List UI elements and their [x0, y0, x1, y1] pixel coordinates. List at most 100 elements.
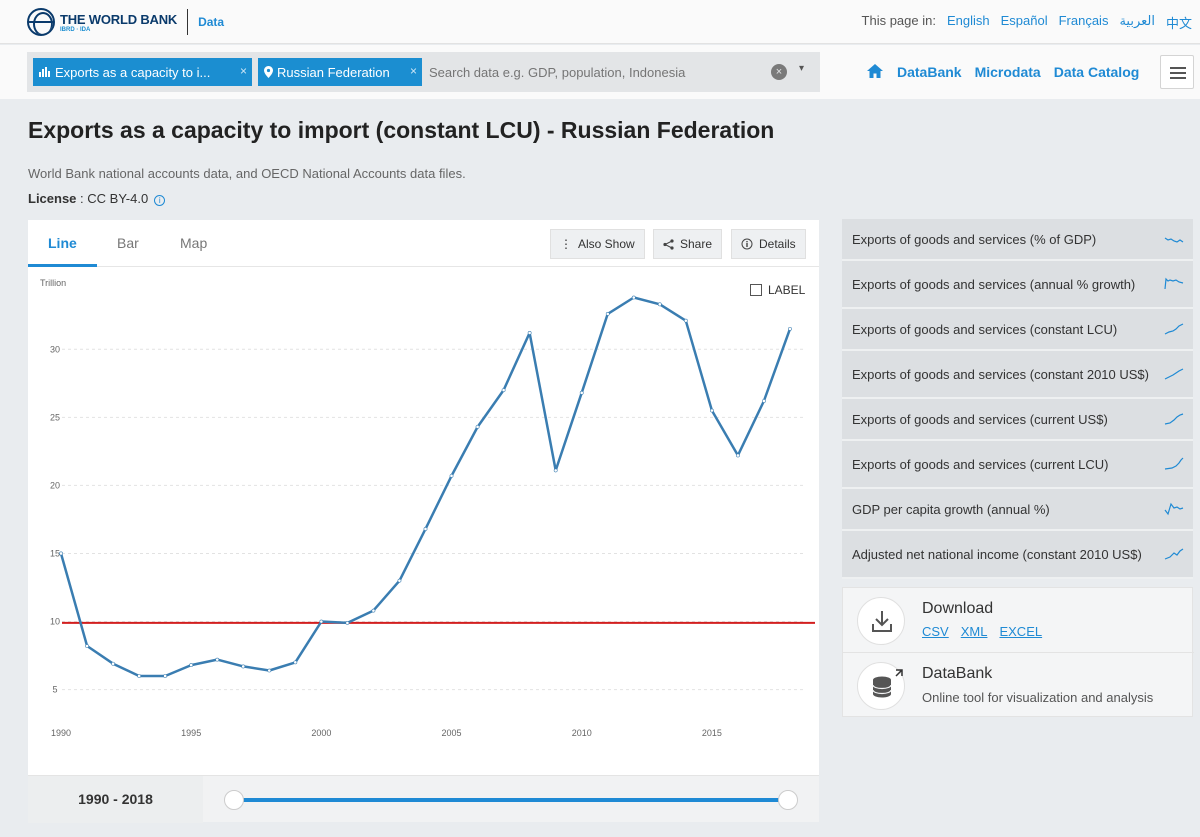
data-point [111, 661, 115, 666]
details-button[interactable]: Details [731, 229, 806, 259]
logo-title: THE WORLD BANK [60, 11, 178, 27]
tab-map[interactable]: Map [180, 235, 208, 251]
download-row: Download CSV XML EXCEL [843, 588, 1194, 652]
info-icon[interactable]: i [154, 195, 166, 206]
chevron-down-icon[interactable]: ▾ [799, 63, 805, 74]
data-point [345, 620, 350, 625]
country-chip[interactable]: Russian Federation × [258, 58, 422, 86]
download-icon[interactable] [857, 597, 905, 645]
remove-country-icon[interactable]: × [409, 64, 417, 78]
chart-panel: Line Bar Map ⋮ Also Show Share Details T… [28, 220, 819, 823]
lang-espanol[interactable]: Español [1000, 13, 1048, 28]
data-point [709, 408, 714, 413]
related-indicator-item[interactable]: Exports of goods and services (annual % … [842, 261, 1193, 309]
search-row: Exports as a capacity to i... × Russian … [0, 45, 1200, 99]
country-chip-label: Russian Federation [277, 64, 390, 80]
y-tick-label: 20 [50, 480, 60, 490]
range-start-handle[interactable] [224, 790, 244, 810]
page-title: Exports as a capacity to import (constan… [28, 117, 775, 143]
label-toggle[interactable]: LABEL [750, 283, 805, 297]
database-icon [857, 662, 905, 710]
related-indicator-item[interactable]: Exports of goods and services (% of GDP) [842, 219, 1193, 261]
share-button[interactable]: Share [653, 229, 723, 259]
related-indicator-item[interactable]: Exports of goods and services (current L… [842, 441, 1193, 489]
share-icon [663, 238, 674, 250]
nav-databank[interactable]: DataBank [897, 64, 962, 80]
license-value: : CC BY-4.0 [80, 191, 149, 206]
related-indicator-label: Exports of goods and services (current U… [852, 411, 1108, 427]
sparkline-icon [1164, 368, 1184, 380]
location-pin-icon [264, 66, 273, 78]
info-circle-icon [741, 238, 753, 250]
sparkline-icon [1164, 502, 1184, 516]
related-indicator-item[interactable]: Exports of goods and services (constant … [842, 309, 1193, 351]
also-show-label: Also Show [578, 237, 635, 251]
y-tick-label: 10 [50, 617, 60, 627]
databank-row[interactable]: DataBank Online tool for visualization a… [843, 653, 1194, 717]
related-indicator-item[interactable]: Exports of goods and services (current U… [842, 399, 1193, 441]
data-point [163, 674, 168, 678]
clear-search-icon[interactable]: × [771, 64, 787, 80]
home-icon[interactable] [866, 62, 884, 80]
data-point [579, 390, 584, 395]
globe-icon [27, 8, 55, 36]
nav-data-catalog[interactable]: Data Catalog [1053, 64, 1140, 80]
sparkline-icon [1164, 457, 1184, 470]
databank-title: DataBank [922, 665, 993, 682]
data-point [683, 318, 688, 323]
also-show-button[interactable]: ⋮ Also Show [550, 229, 645, 259]
divider [843, 652, 1194, 653]
line-chart-svg: Trillion 5 10 15 20 25 30 1990 1995 2000 2005 2010 2… [40, 278, 815, 738]
y-tick-label: 15 [50, 548, 60, 558]
range-end-handle[interactable] [778, 790, 798, 810]
data-point [319, 619, 324, 624]
bar-chart-icon [39, 67, 50, 77]
related-indicator-item[interactable]: Adjusted net national income (constant 2… [842, 531, 1193, 579]
indicator-chip[interactable]: Exports as a capacity to i... × [33, 58, 252, 86]
language-selector: This page in: English Español Français ا… [862, 13, 1192, 32]
search-box[interactable]: Exports as a capacity to i... × Russian … [27, 52, 820, 92]
active-tab-indicator [28, 264, 97, 267]
sparkline-icon [1164, 548, 1184, 560]
label-checkbox[interactable] [750, 284, 762, 296]
line-chart: Trillion 5 10 15 20 25 30 1990 1995 2000 2005 2010 2… [28, 268, 819, 773]
data-point [631, 295, 636, 300]
search-input[interactable] [429, 60, 729, 84]
download-xml-link[interactable]: XML [960, 624, 988, 639]
data-point [293, 660, 298, 665]
x-tick-label: 2005 [442, 728, 462, 738]
year-range-slider[interactable] [242, 798, 786, 802]
related-indicator-label: Exports of goods and services (% of GDP) [852, 231, 1097, 247]
x-tick-label: 2015 [702, 728, 722, 738]
tab-bar[interactable]: Bar [117, 235, 139, 251]
remove-indicator-icon[interactable]: × [239, 64, 247, 78]
data-point [137, 674, 142, 678]
lang-francais[interactable]: Français [1058, 13, 1109, 28]
related-indicator-item[interactable]: GDP per capita growth (annual %) [842, 489, 1193, 531]
download-excel-link[interactable]: EXCEL [999, 624, 1043, 639]
related-indicator-item[interactable]: Exports of goods and services (constant … [842, 351, 1193, 399]
hamburger-menu-icon[interactable] [1160, 55, 1194, 89]
data-point [371, 608, 376, 613]
lang-english[interactable]: English [946, 13, 990, 28]
related-indicator-label: Exports of goods and services (constant … [852, 366, 1149, 382]
lang-chinese[interactable]: 中文 [1165, 16, 1192, 31]
section-data-link[interactable]: Data [198, 15, 225, 29]
lang-arabic[interactable]: العربية [1119, 13, 1155, 28]
year-range-bar: 1990 - 2018 [28, 775, 819, 823]
world-bank-logo[interactable]: THE WORLD BANK IBRD · IDA Data [27, 6, 224, 38]
y-tick-label: 25 [50, 412, 60, 422]
data-point [553, 468, 558, 473]
tab-line[interactable]: Line [48, 235, 77, 251]
top-nav: DataBank Microdata Data Catalog [897, 64, 1139, 80]
y-axis-label: Trillion [40, 278, 66, 288]
chart-tabs: Line Bar Map ⋮ Also Show Share Details [28, 220, 819, 267]
top-bar: THE WORLD BANK IBRD · IDA Data This page… [0, 0, 1200, 44]
more-vertical-icon: ⋮ [560, 237, 572, 251]
databank-subtitle: Online tool for visualization and analys… [922, 690, 1154, 705]
nav-microdata[interactable]: Microdata [974, 64, 1041, 80]
data-point [423, 527, 428, 531]
download-csv-link[interactable]: CSV [922, 624, 949, 639]
series-line [59, 296, 792, 678]
related-indicator-label: Exports of goods and services (constant … [852, 321, 1118, 337]
